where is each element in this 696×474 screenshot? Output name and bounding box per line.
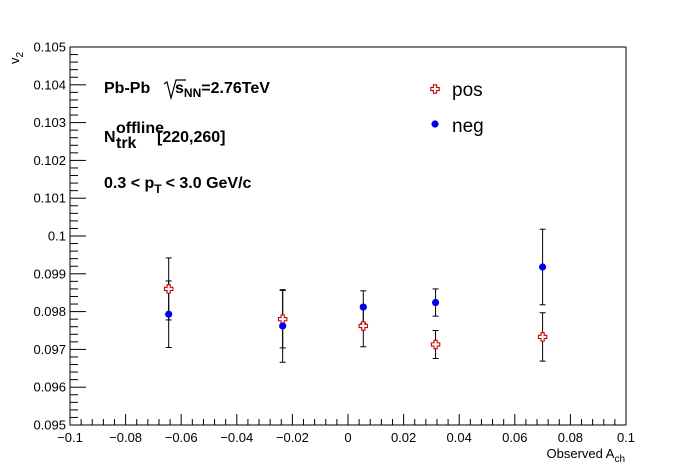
x-tick-label: 0.08	[558, 430, 583, 445]
svg-text:Pb-Pb: Pb-Pb	[104, 80, 150, 97]
legend-marker-neg	[431, 120, 439, 128]
annotation-ntrk: N offline trk [220,260]	[104, 120, 226, 152]
legend-pos-label: pos	[452, 80, 483, 101]
svg-text:sNN=2.76TeV: sNN=2.76TeV	[175, 80, 270, 100]
x-tick-label: 0.06	[502, 430, 527, 445]
legend: pos neg	[430, 80, 484, 137]
markers-neg	[165, 263, 547, 330]
y-tick-labels: 0.095 0.096 0.097 0.098 0.099 0.1 0.101 0.102 0.…	[33, 40, 66, 433]
y-tick-label: 0.105	[33, 40, 66, 55]
x-tick-label: −0.04	[220, 430, 253, 445]
x-tick-label: −0.06	[165, 430, 198, 445]
data-point	[539, 263, 547, 271]
y-tick-label: 0.095	[33, 418, 66, 433]
y-tick-label: 0.101	[33, 191, 66, 206]
y-tick-label: 0.104	[33, 77, 66, 92]
y-tick-label: 0.099	[33, 266, 66, 281]
svg-text:offline: offline	[116, 120, 164, 137]
y-tick-label: 0.103	[33, 115, 66, 130]
legend-neg-marker	[431, 120, 439, 128]
legend-pos-marker	[430, 84, 440, 94]
y-axis-title: v2	[7, 52, 26, 65]
x-tick-label: 0.04	[447, 430, 472, 445]
x-tick-label: −0.1	[57, 430, 83, 445]
x-tick-label: −0.08	[109, 430, 142, 445]
svg-text:[220,260]: [220,260]	[157, 129, 226, 146]
y-tick-label: 0.096	[33, 380, 66, 395]
data-point	[163, 284, 174, 294]
data-point	[430, 339, 441, 350]
axis-ticks	[69, 46, 627, 426]
x-tick-label: 0	[344, 430, 351, 445]
data-point	[537, 332, 548, 342]
data-point	[165, 310, 173, 318]
data-point	[358, 321, 369, 331]
x-axis-title: Observed Ach	[547, 446, 626, 465]
sqrt-sign	[163, 79, 186, 101]
x-tick-label: 0.02	[391, 430, 416, 445]
y-tick-label: 0.098	[33, 304, 66, 319]
annotation-energy: Pb-Pb sNN=2.76TeV	[104, 79, 270, 101]
y-tick-label: 0.102	[33, 153, 66, 168]
svg-text:N: N	[104, 129, 116, 146]
y-tick-label: 0.1	[48, 229, 66, 244]
data-point	[279, 322, 287, 330]
x-tick-label: 0.1	[617, 430, 635, 445]
annotation-pt: 0.3 < pT < 3.0 GeV/c	[104, 175, 252, 196]
legend-marker-pos	[430, 84, 440, 94]
y-tick-label: 0.097	[33, 342, 66, 357]
svg-text:trk: trk	[116, 135, 137, 152]
data-points	[163, 228, 548, 363]
data-point	[359, 303, 367, 311]
x-tick-labels: −0.1 −0.08 −0.06 −0.04 −0.02 0 0.02 0.04 0.06 0.0…	[57, 430, 635, 445]
x-tick-label: −0.02	[276, 430, 309, 445]
data-point	[431, 298, 440, 307]
legend-neg-label: neg	[452, 116, 484, 137]
